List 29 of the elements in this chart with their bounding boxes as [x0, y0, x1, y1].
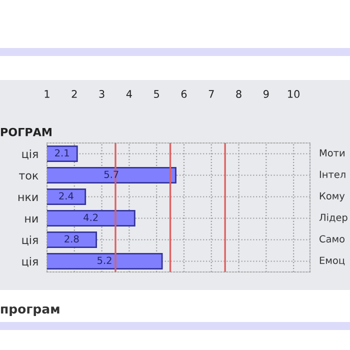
- y-tick-label: ція: [22, 236, 38, 246]
- x-tick-label: 9: [264, 90, 269, 98]
- text: Інтел: [320, 170, 346, 178]
- data-label: 4.2: [84, 214, 98, 221]
- x-tick-label: 2: [72, 90, 77, 98]
- data-label: 2.4: [59, 192, 74, 200]
- y-tick-label: ція: [22, 150, 38, 160]
- y-tick-label: ція: [22, 257, 38, 268]
- data-label: 2.1: [55, 149, 69, 156]
- chart-title: РОГРАМ: [1, 128, 52, 136]
- data-label: 2.8: [64, 235, 79, 243]
- x-tick-label: 3: [99, 90, 104, 98]
- x-tick-label: 1: [44, 90, 50, 98]
- text: Лідер: [319, 214, 348, 223]
- x-tick-label: 5: [154, 90, 159, 98]
- x-tick-label: 6: [181, 90, 187, 98]
- text: Кому: [320, 192, 345, 202]
- text: Емоц: [320, 256, 345, 266]
- text: Само: [320, 235, 344, 243]
- data-label: 5.2: [98, 256, 112, 264]
- text: програм: [1, 306, 60, 316]
- x-tick-label: 8: [236, 90, 242, 98]
- y-tick-label: ток: [19, 173, 38, 180]
- y-tick-label: нки: [18, 194, 38, 201]
- text: Моти: [320, 149, 344, 157]
- x-tick-label: 7: [208, 90, 214, 98]
- x-tick-label: 10: [288, 90, 300, 98]
- y-tick-label: ни: [25, 216, 38, 222]
- x-tick-label: 4: [126, 90, 132, 98]
